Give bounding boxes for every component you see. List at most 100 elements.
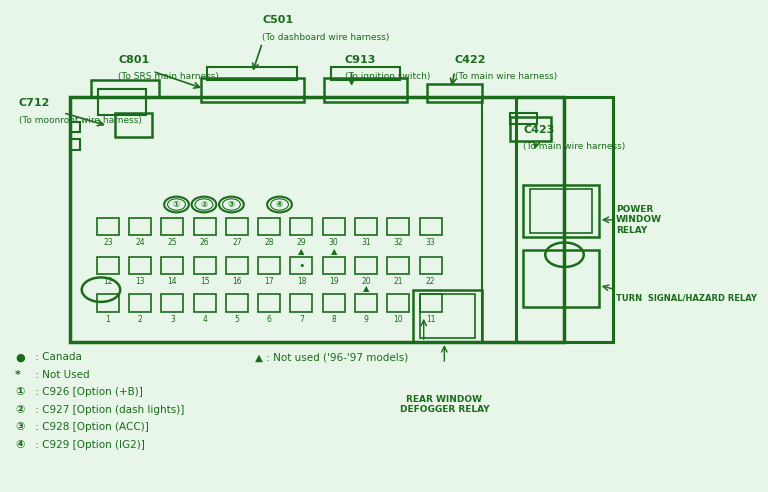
Bar	[129, 294, 151, 311]
Text: 33: 33	[425, 238, 435, 247]
Text: 27: 27	[232, 238, 242, 247]
Text: ▲ : Not used ('96-'97 models): ▲ : Not used ('96-'97 models)	[256, 352, 409, 363]
Text: (To dashboard wire harness): (To dashboard wire harness)	[263, 33, 389, 42]
Text: (To main wire harness): (To main wire harness)	[523, 142, 626, 151]
Text: 9: 9	[363, 314, 369, 324]
Bar	[97, 294, 119, 311]
Text: ①: ①	[173, 200, 180, 209]
Bar	[194, 294, 216, 311]
Text: 21: 21	[393, 277, 403, 286]
Text: 6: 6	[266, 314, 272, 324]
Text: ①: ①	[15, 387, 25, 398]
Text: POWER
WINDOW
RELAY: POWER WINDOW RELAY	[616, 205, 662, 235]
Bar	[387, 257, 409, 275]
Bar	[323, 257, 345, 275]
Text: 29: 29	[296, 238, 306, 247]
Bar	[355, 257, 377, 275]
Bar	[355, 217, 377, 235]
Bar	[290, 257, 313, 275]
Text: 23: 23	[103, 238, 113, 247]
Text: ③: ③	[228, 200, 235, 209]
Text: 11: 11	[425, 314, 435, 324]
Bar	[226, 217, 248, 235]
Text: ③: ③	[15, 422, 25, 432]
Text: : C929 [Option (IG2)]: : C929 [Option (IG2)]	[32, 440, 145, 450]
Bar	[98, 89, 146, 115]
Text: C423: C423	[523, 124, 554, 135]
Text: 5: 5	[234, 314, 240, 324]
Text: ②: ②	[200, 200, 207, 209]
Text: 16: 16	[232, 277, 242, 286]
Text: 2: 2	[137, 314, 143, 324]
Bar	[509, 117, 551, 141]
Text: 8: 8	[331, 314, 336, 324]
Text: 17: 17	[264, 277, 274, 286]
Text: 14: 14	[167, 277, 177, 286]
Text: : C927 [Option (dash lights)]: : C927 [Option (dash lights)]	[32, 405, 184, 415]
Bar	[355, 294, 377, 311]
Bar	[129, 257, 151, 275]
Text: ●: ●	[15, 352, 25, 363]
Bar	[161, 257, 184, 275]
Text: ▲: ▲	[298, 246, 305, 256]
Bar	[530, 189, 592, 233]
Bar	[129, 217, 151, 235]
Text: C422: C422	[455, 55, 486, 65]
Text: ▲: ▲	[330, 246, 337, 256]
Text: *: *	[15, 370, 21, 380]
Bar	[509, 113, 537, 123]
Bar	[226, 294, 248, 311]
Text: ④: ④	[15, 440, 25, 450]
Bar	[91, 80, 159, 97]
Text: ▲: ▲	[362, 284, 369, 293]
Text: 13: 13	[135, 277, 145, 286]
Bar	[207, 67, 296, 80]
Text: 7: 7	[299, 314, 304, 324]
Text: 26: 26	[200, 238, 210, 247]
Text: : Not Used: : Not Used	[32, 370, 90, 380]
Text: 28: 28	[264, 238, 274, 247]
Bar	[258, 257, 280, 275]
Text: 32: 32	[393, 238, 403, 247]
Text: C913: C913	[345, 55, 376, 65]
Bar	[226, 257, 248, 275]
Bar	[427, 85, 482, 102]
Text: 25: 25	[167, 238, 177, 247]
Text: 30: 30	[329, 238, 339, 247]
Bar	[516, 97, 613, 342]
Bar	[97, 257, 119, 275]
Text: 15: 15	[200, 277, 210, 286]
Bar	[419, 217, 442, 235]
Bar	[258, 217, 280, 235]
Bar	[114, 113, 153, 137]
Bar	[323, 217, 345, 235]
Text: 12: 12	[103, 277, 113, 286]
Bar	[194, 217, 216, 235]
Bar	[419, 294, 442, 311]
Bar	[161, 217, 184, 235]
Bar	[258, 294, 280, 311]
Text: (To main wire harness): (To main wire harness)	[455, 72, 557, 81]
Bar	[97, 217, 119, 235]
Bar	[523, 250, 599, 307]
Text: 10: 10	[393, 314, 403, 324]
Text: : C926 [Option (+B)]: : C926 [Option (+B)]	[32, 387, 143, 398]
Bar	[387, 217, 409, 235]
Bar	[200, 78, 303, 102]
Bar	[387, 294, 409, 311]
Text: 4: 4	[202, 314, 207, 324]
Bar	[324, 78, 406, 102]
Bar	[70, 97, 564, 342]
Text: 22: 22	[425, 277, 435, 286]
Text: REAR WINDOW
DEFOGGER RELAY: REAR WINDOW DEFOGGER RELAY	[399, 395, 489, 414]
Bar	[194, 257, 216, 275]
Text: : C928 [Option (ACC)]: : C928 [Option (ACC)]	[32, 422, 149, 432]
Bar	[419, 257, 442, 275]
Text: (To moonroof wire harness): (To moonroof wire harness)	[18, 116, 141, 125]
Bar	[323, 294, 345, 311]
Text: 19: 19	[329, 277, 339, 286]
Bar	[161, 294, 184, 311]
Text: (To ignition switch): (To ignition switch)	[345, 72, 430, 81]
Text: 24: 24	[135, 238, 145, 247]
Text: ②: ②	[15, 405, 25, 415]
